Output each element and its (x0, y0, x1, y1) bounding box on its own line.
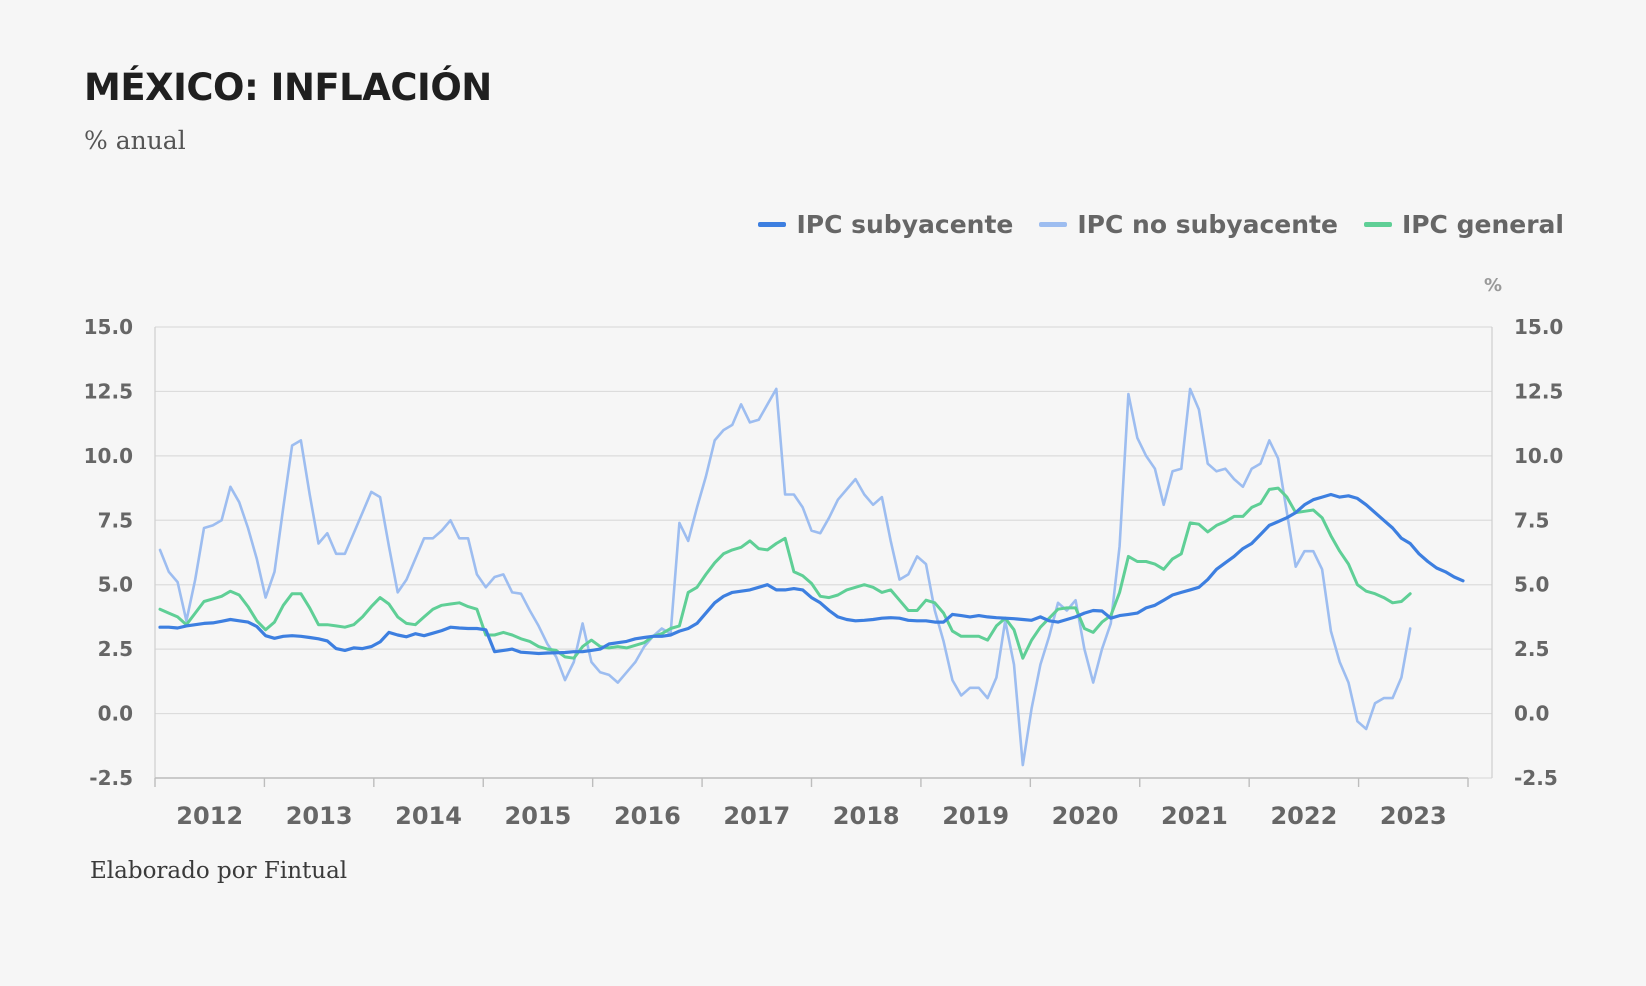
y-tick-label-left: 2.5 (98, 637, 133, 661)
y-tick-label-right: 7.5 (1514, 508, 1549, 532)
legend-label-general: IPC general (1401, 210, 1564, 239)
source-note: Elaborado por Fintual (90, 858, 348, 884)
x-tick-label: 2022 (1270, 802, 1337, 830)
legend-swatch-no-subyacente (1039, 222, 1068, 227)
legend-item-no-subyacente: IPC no subyacente (1039, 210, 1338, 239)
series-line-ipc-no-subyacente (158, 387, 1412, 767)
y-tick-label-left: 10.0 (84, 444, 133, 468)
grid-layer (155, 326, 1492, 779)
legend-swatch-general (1363, 222, 1392, 227)
y-tick-label-left: 12.5 (84, 379, 133, 403)
x-tick-label: 2017 (723, 802, 790, 830)
x-tick-label: 2021 (1161, 802, 1228, 830)
chart-title: MÉXICO: INFLACIÓN (84, 66, 492, 109)
x-tick-label: 2014 (395, 802, 462, 830)
x-tick-label: 2018 (833, 802, 900, 830)
y-tick-label-left: 7.5 (98, 508, 133, 532)
y-tick-label-left: 15.0 (84, 315, 133, 339)
series-line-ipc-general (158, 486, 1412, 660)
y-tick-label-right: 0.0 (1514, 702, 1549, 726)
x-tick-label: 2015 (505, 802, 572, 830)
x-tick-label: 2013 (286, 802, 353, 830)
legend-item-subyacente: IPC subyacente (758, 210, 1013, 239)
y-tick-label-left: -2.5 (89, 766, 133, 790)
chart-legend: IPC subyacente IPC no subyacente IPC gen… (758, 210, 1564, 239)
x-tick-label: 2012 (176, 802, 243, 830)
legend-swatch-subyacente (758, 222, 787, 227)
axis-layer: 15.0 15.0 12.5 12.5 10.0 10.0 7.5 7.5 5.0 5.0 2.5 2… (84, 315, 1564, 830)
y-tick-label-left: 5.0 (98, 573, 133, 597)
y-tick-label-right: 5.0 (1514, 573, 1549, 597)
legend-label-subyacente: IPC subyacente (796, 210, 1014, 239)
legend-item-general: IPC general (1363, 210, 1564, 239)
chart-subtitle: % anual (84, 126, 186, 155)
right-axis-unit-label: % (1484, 275, 1502, 296)
x-tick-label: 2016 (614, 802, 681, 830)
x-tick-label: 2020 (1052, 802, 1119, 830)
y-tick-label-left: 0.0 (98, 702, 133, 726)
series-line-ipc-subyacente (158, 492, 1465, 656)
y-tick-label-right: -2.5 (1514, 766, 1558, 790)
y-tick-label-right: 12.5 (1514, 379, 1563, 403)
x-tick-label: 2023 (1380, 802, 1447, 830)
x-tick-label: 2019 (942, 802, 1009, 830)
y-tick-label-right: 15.0 (1514, 315, 1563, 339)
y-tick-label-right: 2.5 (1514, 637, 1549, 661)
series-layer (158, 387, 1465, 767)
legend-label-no-subyacente: IPC no subyacente (1077, 210, 1338, 239)
y-tick-label-right: 10.0 (1514, 444, 1563, 468)
